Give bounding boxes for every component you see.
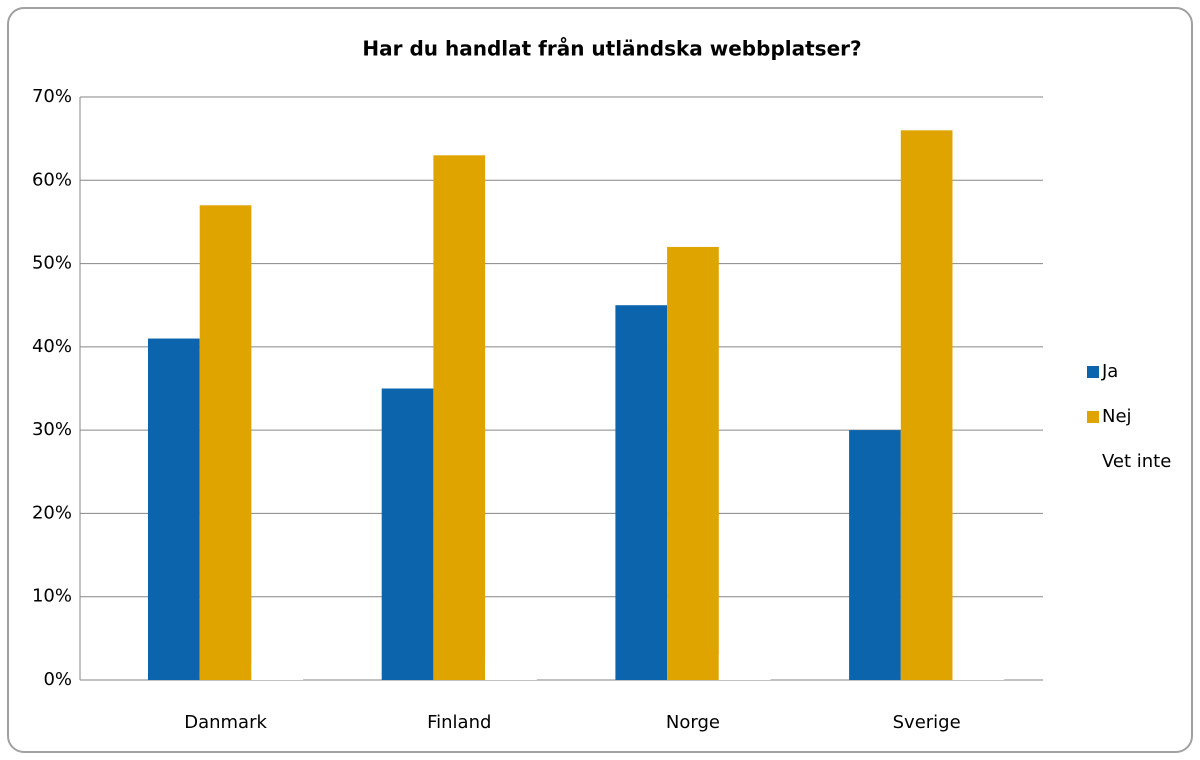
legend-label: Vet inte <box>1102 451 1171 472</box>
x-tick-label: Sverige <box>893 712 961 733</box>
bar <box>433 155 486 681</box>
legend-label: Nej <box>1102 406 1132 427</box>
bar <box>849 430 901 680</box>
y-tick-label: 50% <box>32 253 72 274</box>
bar <box>952 646 1005 680</box>
x-tick-label: Danmark <box>184 712 267 733</box>
bar <box>199 205 252 680</box>
bar <box>615 305 668 680</box>
bar <box>718 655 771 680</box>
y-tick-label: 0% <box>43 669 72 690</box>
y-tick-label: 70% <box>32 86 72 107</box>
bar <box>148 338 200 680</box>
y-tick-label: 20% <box>32 502 72 523</box>
legend-label: Ja <box>1101 361 1118 382</box>
bar <box>900 130 953 681</box>
y-tick-label: 10% <box>32 586 72 607</box>
legend-swatch <box>1087 456 1099 468</box>
bar <box>667 246 719 680</box>
y-tick-label: 40% <box>32 336 72 357</box>
legend-swatch <box>1087 411 1099 423</box>
legend-swatch <box>1087 366 1099 378</box>
chart-title: Har du handlat från utländska webbplatse… <box>362 37 861 61</box>
bar <box>485 663 537 680</box>
bar <box>251 663 304 680</box>
x-tick-label: Finland <box>427 712 491 733</box>
y-tick-label: 60% <box>32 169 72 190</box>
bar <box>381 388 434 680</box>
y-tick-label: 30% <box>32 419 72 440</box>
x-tick-label: Norge <box>666 712 720 733</box>
